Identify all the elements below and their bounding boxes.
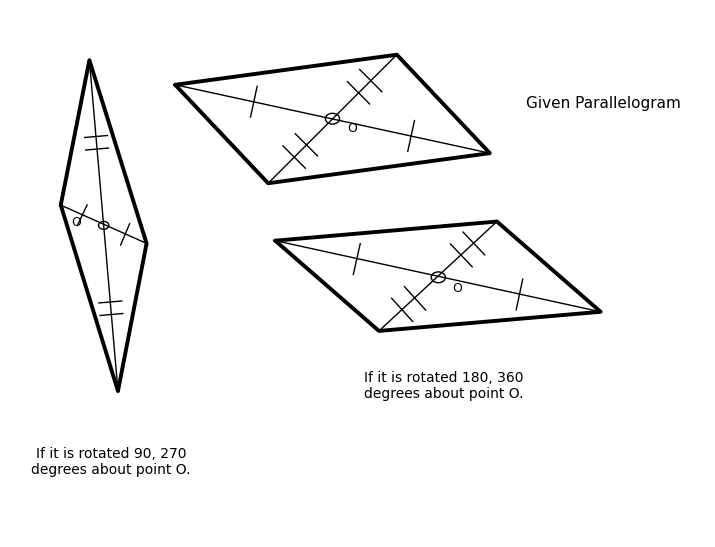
Text: If it is rotated 90, 270
degrees about point O.: If it is rotated 90, 270 degrees about p… <box>31 447 191 478</box>
Text: O: O <box>347 122 358 135</box>
Text: O: O <box>72 216 82 229</box>
Text: O: O <box>452 282 462 295</box>
Text: Given Parallelogram: Given Parallelogram <box>526 96 681 112</box>
Text: If it is rotated 180, 360
degrees about point O.: If it is rotated 180, 360 degrees about … <box>363 370 523 401</box>
